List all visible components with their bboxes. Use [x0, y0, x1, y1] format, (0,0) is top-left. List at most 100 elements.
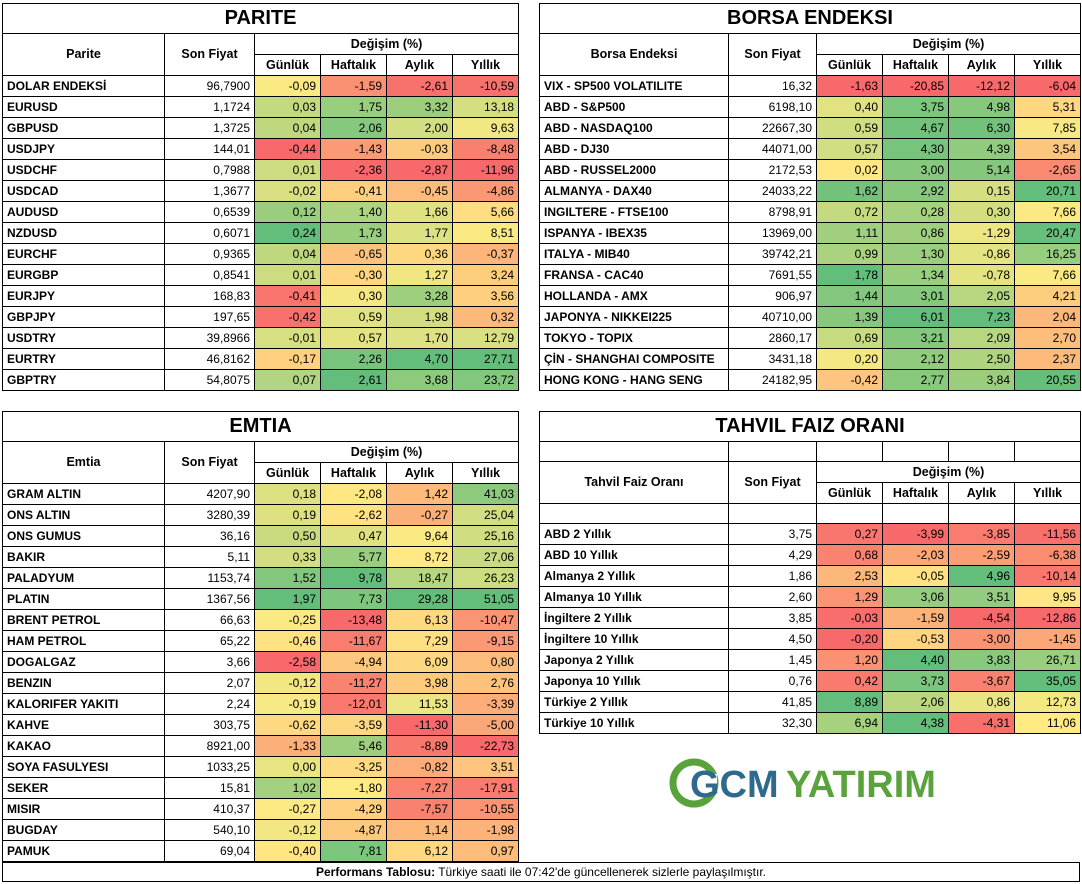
emtia-row-daily-change: -0,25 [254, 609, 321, 631]
parite-row: USDCAD 1,3677 -0,02 -0,41 -0,45 -4,86 [2, 180, 520, 202]
logo-ring-gap [701, 774, 717, 792]
borsa-row-daily-change: -1,63 [816, 75, 883, 97]
parite-row-price: 1,3725 [164, 117, 255, 139]
tahvil-sub-monthly: Aylık [948, 482, 1015, 504]
parite-row-monthly-change: 1,77 [386, 222, 453, 244]
borsa-row-monthly-change: 0,15 [948, 180, 1015, 202]
emtia-row-price: 1033,25 [164, 756, 255, 778]
borsa-row-monthly-change: 6,30 [948, 117, 1015, 139]
emtia-sub-monthly: Aylık [386, 462, 453, 484]
emtia-row-monthly-change: -7,27 [386, 777, 453, 799]
emtia-row-monthly-change: -8,89 [386, 735, 453, 757]
parite-row-yearly-change: 8,51 [451, 222, 520, 244]
parite-row-daily-change: 0,01 [254, 264, 321, 286]
emtia-row: SOYA FASULYESI 1033,25 0,00 -3,25 -0,82 3,51 [2, 756, 520, 778]
emtia-row: MISIR 410,37 -0,27 -4,29 -7,57 -10,55 [2, 798, 520, 820]
tahvil-row-daily-change: 2,53 [816, 565, 883, 587]
parite-row: GBPTRY 54,8075 0,07 2,61 3,68 23,72 [2, 369, 520, 391]
emtia-row-yearly-change: -1,98 [451, 819, 520, 841]
borsa-row-yearly-change: 5,31 [1013, 96, 1082, 118]
emtia-row: BUGDAY 540,10 -0,12 -4,87 1,14 -1,98 [2, 819, 520, 841]
emtia-row-name: ONS GUMUS [2, 525, 165, 547]
footer-label: Performans Tablosu: [315, 865, 436, 879]
borsa-row-price: 39742,21 [728, 243, 817, 265]
footer-text: Türkiye saati ile 07:42'de güncellenerek… [435, 865, 767, 879]
tahvil-row: ABD 10 Yıllık 4,29 0,68 -2,03 -2,59 -6,38 [539, 544, 1082, 566]
emtia-row-daily-change: 1,02 [254, 777, 321, 799]
borsa-row-monthly-change: 0,30 [948, 201, 1015, 223]
emtia-row: ONS GUMUS 36,16 0,50 0,47 9,64 25,16 [2, 525, 520, 547]
tahvil-row-name: ABD 2 Yıllık [539, 523, 729, 545]
tahvil-row-name: Türkiye 2 Yıllık [539, 691, 729, 713]
emtia-row-weekly-change: -2,08 [320, 483, 387, 505]
emtia-row-name: PLATIN [2, 588, 165, 610]
emtia-row: HAM PETROL 65,22 -0,46 -11,67 7,29 -9,15 [2, 630, 520, 652]
emtia-row-monthly-change: 1,42 [386, 483, 453, 505]
tahvil-row-monthly-change: 3,83 [948, 649, 1015, 671]
emtia-row-yearly-change: 0,80 [451, 651, 520, 673]
borsa-row-monthly-change: -1,29 [948, 222, 1015, 244]
parite-row-weekly-change: 0,30 [320, 285, 387, 307]
emtia-row-monthly-change: 1,14 [386, 819, 453, 841]
emtia-row-daily-change: 0,18 [254, 483, 321, 505]
tahvil-col-price: Son Fiyat [728, 461, 817, 504]
borsa-row-weekly-change: 2,92 [882, 180, 949, 202]
emtia-row-name: KALORIFER YAKITI [2, 693, 165, 715]
tahvil-row-price: 2,60 [728, 586, 817, 608]
borsa-row-monthly-change: 7,23 [948, 306, 1015, 328]
tahvil-row-name: Almanya 10 Yıllık [539, 586, 729, 608]
parite-row-monthly-change: 4,70 [386, 348, 453, 370]
borsa-row-weekly-change: 3,21 [882, 327, 949, 349]
tahvil-row-name: ABD 10 Yıllık [539, 544, 729, 566]
parite-row-weekly-change: 1,73 [320, 222, 387, 244]
parite-row-yearly-change: -8,48 [451, 138, 520, 160]
parite-row-daily-change: 0,03 [254, 96, 321, 118]
borsa-row-yearly-change: 2,70 [1013, 327, 1082, 349]
tahvil-row-yearly-change: 9,95 [1013, 586, 1082, 608]
borsa-row-daily-change: 0,59 [816, 117, 883, 139]
tahvil-row-name: Japonya 10 Yıllık [539, 670, 729, 692]
tahvil-blank-cell [539, 503, 729, 524]
borsa-row: ITALYA - MIB40 39742,21 0,99 1,30 -0,86 16,25 [539, 243, 1082, 265]
borsa-row: VIX - SP500 VOLATILITE 16,32 -1,63 -20,85 -1… [539, 75, 1082, 97]
emtia-col-change: Değişim (%) [253, 441, 520, 463]
parite-row-name: USDCAD [2, 180, 165, 202]
borsa-col-price: Son Fiyat [728, 33, 817, 76]
parite-row-price: 0,9365 [164, 243, 255, 265]
borsa-row-name: ABD - NASDAQ100 [539, 117, 729, 139]
emtia-row-weekly-change: 5,77 [320, 546, 387, 568]
emtia-row-weekly-change: 7,81 [320, 840, 387, 862]
borsa-row-monthly-change: 2,09 [948, 327, 1015, 349]
parite-row-monthly-change: 1,98 [386, 306, 453, 328]
parite-row-yearly-change: 13,18 [451, 96, 520, 118]
emtia-row-weekly-change: 9,78 [320, 567, 387, 589]
borsa-row-daily-change: 1,62 [816, 180, 883, 202]
emtia-row-weekly-change: -4,29 [320, 798, 387, 820]
parite-row-weekly-change: 0,57 [320, 327, 387, 349]
emtia-row-daily-change: 1,97 [254, 588, 321, 610]
emtia-row-weekly-change: -13,48 [320, 609, 387, 631]
parite-title: PARITE [1, 3, 520, 34]
emtia-row-daily-change: -0,46 [254, 630, 321, 652]
tahvil-row-price: 3,75 [728, 523, 817, 545]
tahvil-blank-cell [1013, 441, 1082, 462]
borsa-row-monthly-change: -12,12 [948, 75, 1015, 97]
parite-row-yearly-change: 3,56 [451, 285, 520, 307]
borsa-row-monthly-change: 2,50 [948, 348, 1015, 370]
tahvil-row-daily-change: 6,94 [816, 712, 883, 734]
tahvil-row-daily-change: 8,89 [816, 691, 883, 713]
parite-row-price: 0,7988 [164, 159, 255, 181]
parite-row-name: USDJPY [2, 138, 165, 160]
tahvil-row-daily-change: -0,20 [816, 628, 883, 650]
parite-row-monthly-change: -2,87 [386, 159, 453, 181]
borsa-row-name: ABD - RUSSEL2000 [539, 159, 729, 181]
borsa-row-yearly-change: -2,65 [1013, 159, 1082, 181]
tahvil-row-weekly-change: 3,06 [882, 586, 949, 608]
emtia-col-name: Emtia [2, 441, 165, 484]
parite-row-monthly-change: 0,36 [386, 243, 453, 265]
emtia-row-daily-change: 1,52 [254, 567, 321, 589]
borsa-row-price: 22667,30 [728, 117, 817, 139]
parite-row-price: 168,83 [164, 285, 255, 307]
parite-row-monthly-change: 3,32 [386, 96, 453, 118]
emtia-row-daily-change: -0,62 [254, 714, 321, 736]
